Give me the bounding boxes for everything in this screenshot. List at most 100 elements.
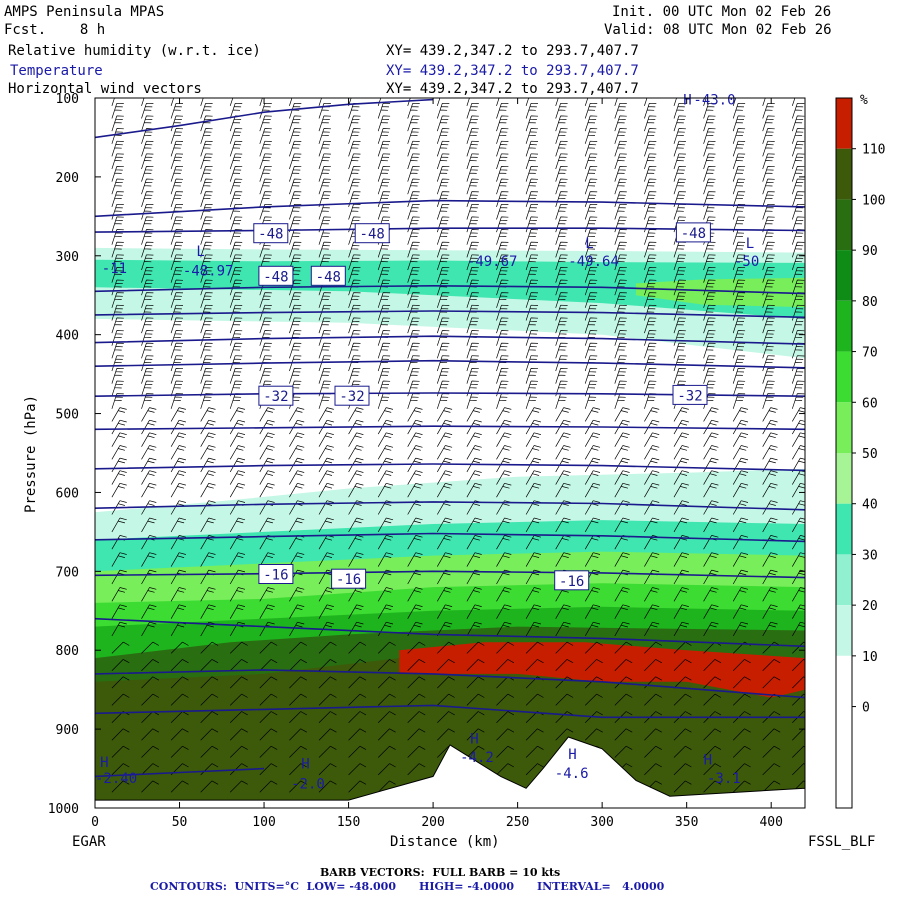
wind-barb-68 [141, 330, 154, 346]
wind-barb-618 [466, 470, 482, 485]
wind-barb-527 [407, 587, 423, 602]
wind-barb-1022 [703, 676, 722, 689]
wind-barb-341 [289, 763, 307, 776]
wind-barb-853 [614, 342, 627, 359]
wind-barb-62 [141, 254, 154, 271]
wind-barb-949 [673, 317, 686, 334]
wind-barb-863 [614, 470, 630, 485]
wind-barb-71 [141, 368, 154, 384]
wind-barb-291 [259, 745, 278, 758]
temperature-contour-16 [95, 98, 434, 139]
wind-barb-945 [673, 267, 686, 283]
wind-barb-112 [170, 267, 184, 283]
wind-barb-747 [555, 241, 568, 258]
wind-barb-460 [377, 330, 391, 346]
contour-label-box-9 [331, 568, 367, 589]
wind-barb-691 [525, 153, 539, 170]
wind-barb-143 [170, 728, 189, 741]
wind-barb-598 [466, 216, 479, 233]
wind-barb-1104 [762, 419, 778, 435]
x-tick-label-8: 400 [759, 815, 782, 830]
wind-barb-117 [170, 330, 184, 346]
wind-barb-634 [466, 745, 485, 758]
wind-barb-790 [584, 166, 598, 182]
wind-barb-69 [141, 342, 154, 359]
wind-barb-412 [348, 342, 361, 359]
wind-barb-809 [584, 407, 601, 422]
wind-barb-1030 [732, 102, 746, 119]
wind-barb-785 [584, 102, 598, 119]
wind-barb-414 [348, 368, 361, 384]
wind-barb-844 [614, 229, 627, 245]
wind-barb-1056 [732, 432, 749, 447]
wind-barb-1086 [762, 191, 775, 208]
wind-barb-672 [496, 552, 512, 567]
wind-barb-161 [200, 267, 213, 283]
rh-band-9 [95, 650, 805, 808]
wind-barb-332 [289, 604, 305, 619]
wind-barb-551 [436, 241, 450, 258]
wind-barb-1031 [732, 115, 746, 132]
wind-barb-146 [170, 780, 189, 793]
contour-label-2: -48 [681, 226, 706, 242]
wind-barb-992 [703, 241, 716, 258]
contour-label-box-5 [258, 385, 294, 406]
wind-barb-695 [525, 203, 539, 220]
wind-barb-938 [673, 178, 686, 195]
wind-barb-568 [436, 457, 453, 473]
wind-barb-778 [555, 693, 574, 706]
wind-barb-1161 [791, 535, 805, 550]
wind-barb-484 [377, 693, 396, 706]
wind-barb-580 [437, 659, 455, 671]
wind-barb-1125 [762, 763, 781, 776]
wind-barb-787 [584, 128, 598, 144]
extremum-label-5: -49.64 [568, 254, 619, 270]
wind-barb-503 [407, 254, 420, 271]
wind-barb-915 [644, 517, 660, 533]
wind-barb-494 [407, 140, 420, 157]
wind-barb-110 [170, 241, 184, 258]
wind-barb-124 [170, 419, 186, 435]
colorbar-label-11: 0 [862, 701, 870, 716]
wind-barb-932 [673, 102, 686, 119]
left-corner-label: EGAR [72, 834, 106, 850]
wind-barb-641 [496, 140, 509, 157]
wind-barb-706 [525, 342, 539, 359]
wind-barb-1108 [762, 470, 778, 485]
wind-barb-443 [377, 115, 391, 132]
wind-barb-883 [644, 102, 657, 119]
wind-barb-222 [229, 419, 246, 435]
contour-label-box-10 [554, 570, 590, 591]
wind-barb-611 [466, 380, 479, 397]
x-tick-label-1: 50 [172, 815, 188, 830]
wind-barb-1139 [791, 241, 805, 258]
wind-barb-594 [466, 166, 479, 182]
wind-barb-763 [555, 445, 571, 460]
wind-barb-234 [229, 604, 246, 619]
wind-barb-327 [289, 517, 305, 533]
wind-barb-244 [229, 780, 248, 793]
temperature-contour-8 [95, 501, 805, 511]
wind-barb-671 [496, 535, 512, 550]
wind-barb-431 [348, 621, 364, 637]
wind-barb-616 [466, 445, 482, 460]
wind-barb-1110 [762, 500, 778, 515]
wind-barb-788 [584, 140, 598, 157]
x-tick-label-0: 0 [91, 815, 99, 830]
wind-barb-770 [555, 552, 571, 567]
wind-barb-258 [259, 254, 272, 271]
wind-barb-768 [555, 517, 571, 533]
wind-barb-447 [377, 166, 391, 182]
wind-barb-1144 [791, 304, 805, 321]
wind-barb-1028 [703, 780, 722, 793]
wind-barb-89 [141, 641, 160, 654]
wind-barb-218 [229, 368, 243, 384]
wind-barb-345 [318, 115, 331, 132]
wind-barb-894 [644, 241, 657, 258]
wind-barb-789 [584, 153, 598, 170]
wind-barb-1058 [732, 457, 749, 473]
wind-barb-1088 [762, 216, 775, 233]
wind-barb-387 [318, 711, 337, 724]
temperature-contour-9 [95, 532, 805, 543]
wind-barb-1095 [762, 304, 775, 321]
